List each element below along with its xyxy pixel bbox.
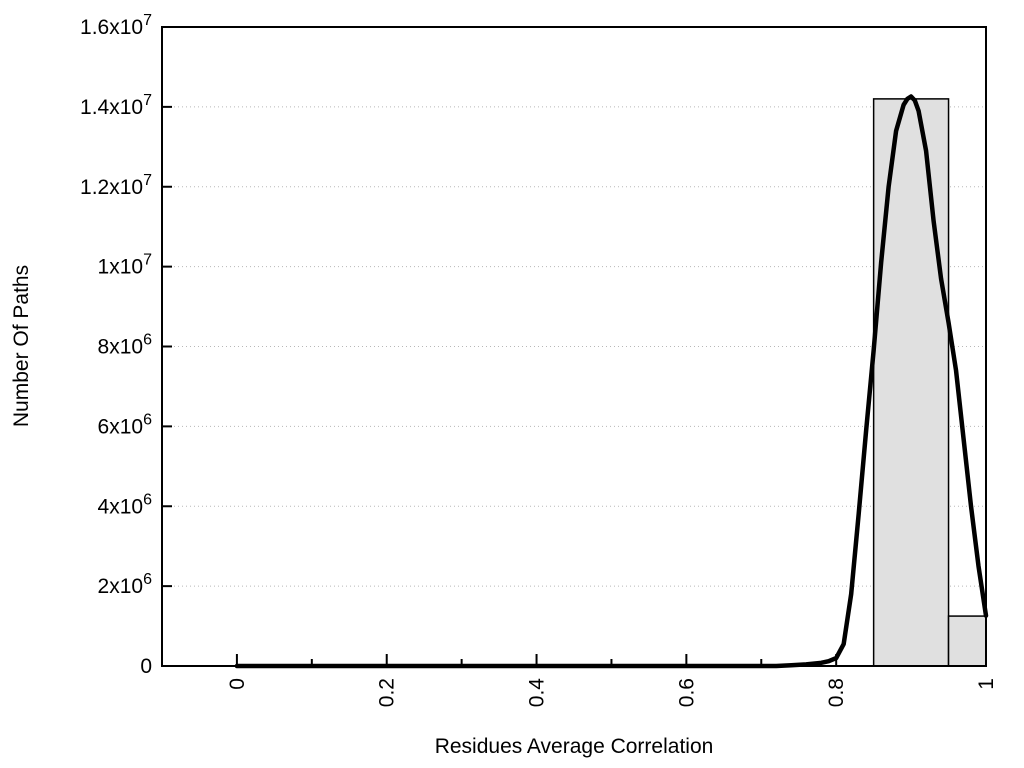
x-tick-label: 0.4	[526, 678, 549, 708]
y-tick-label: 8x106	[98, 332, 153, 359]
y-tick-label: 1.2x107	[80, 172, 152, 199]
y-axis-title: Number Of Paths	[10, 264, 33, 428]
y-tick-label: 4x106	[98, 491, 153, 518]
y-tick-label: 1x107	[98, 252, 153, 279]
histogram-bar	[947, 615, 987, 667]
y-tick-label: 1.4x107	[80, 92, 152, 119]
y-tick-label: 6x106	[98, 411, 153, 438]
x-axis-title: Residues Average Correlation	[434, 735, 714, 758]
x-tick-label: 0.2	[376, 678, 399, 707]
histogram-bar	[872, 98, 950, 667]
y-tick-label: 2x106	[98, 571, 153, 598]
plot-frame	[161, 26, 987, 667]
x-tick-label: 0.6	[675, 678, 698, 707]
x-tick-label: 1	[975, 678, 998, 690]
x-tick-label: 0.8	[825, 678, 848, 707]
x-tick-label: 0	[226, 678, 249, 690]
y-tick-label: 1.6x107	[80, 12, 152, 39]
y-tick-label: 0	[140, 655, 152, 678]
